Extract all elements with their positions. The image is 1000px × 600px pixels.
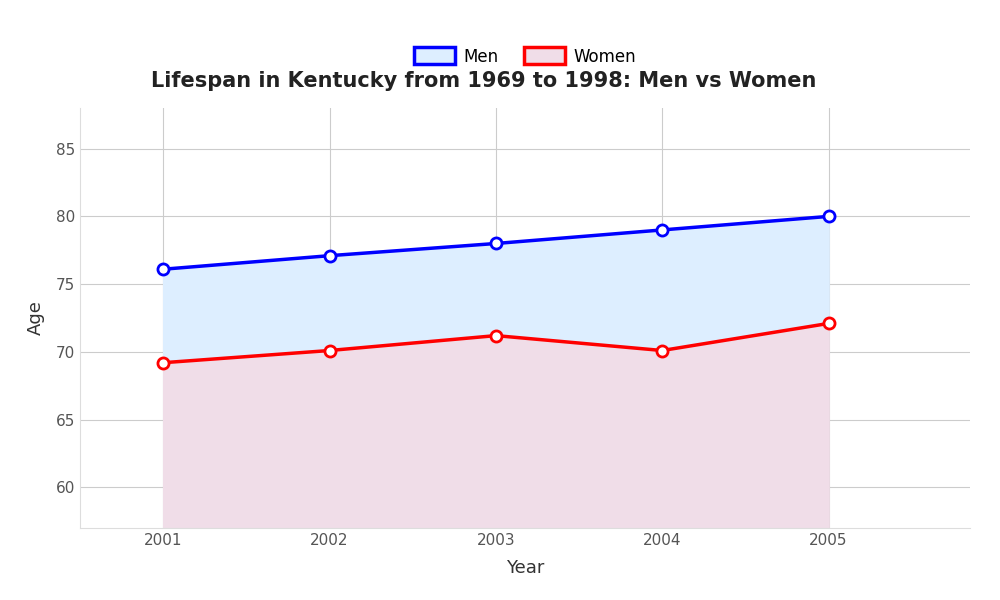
Legend: Men, Women: Men, Women [407, 41, 643, 72]
Y-axis label: Age: Age [27, 301, 45, 335]
Text: Lifespan in Kentucky from 1969 to 1998: Men vs Women: Lifespan in Kentucky from 1969 to 1998: … [151, 71, 817, 91]
X-axis label: Year: Year [506, 559, 544, 577]
